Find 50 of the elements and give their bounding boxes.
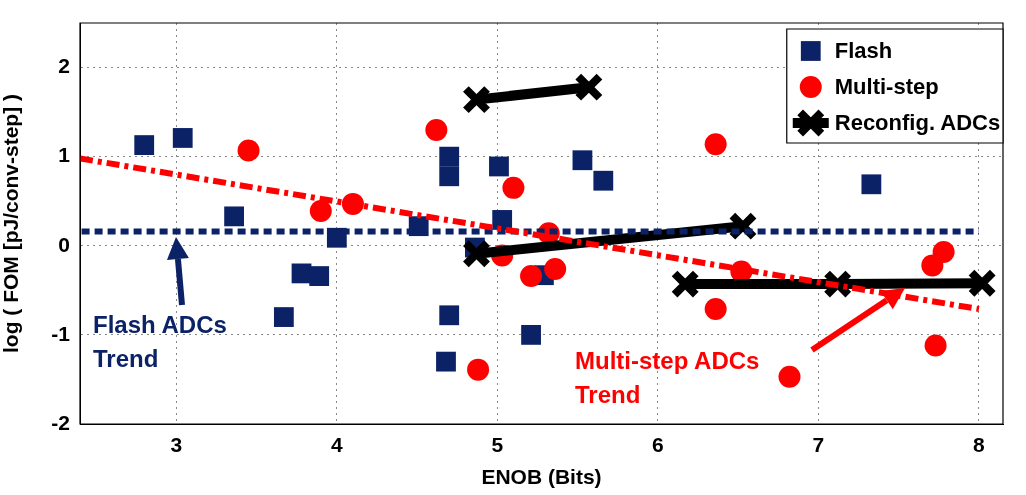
point [967,268,997,298]
point [520,265,543,288]
point [572,150,593,171]
point [593,170,614,191]
legend-label: Flash [834,38,893,64]
point [861,174,882,195]
annotation: Multi-step ADCs Trend [575,346,760,408]
point [309,266,330,286]
point [461,85,492,115]
legend-label: Multi-step [834,74,939,100]
point [544,257,567,280]
point [436,351,456,372]
point [924,334,947,357]
point [439,305,460,326]
x-tick-label: 7 [812,433,825,457]
point [425,118,448,141]
y-tick-label: -1 [51,321,71,345]
point [224,206,244,227]
y-tick-label: 1 [58,143,71,167]
annotation: Flash ADCs Trend [93,310,227,372]
x-tick-label: 4 [330,433,343,457]
y-axis-title: log ( FOM [pJ/conv-step] ) [0,94,23,353]
point [502,176,525,199]
point [574,72,604,102]
point [439,146,460,167]
y-tick-label: 0 [58,232,70,256]
legend-label: Reconfig. ADCs [834,110,1001,136]
point [309,200,332,223]
point [670,269,700,299]
x-tick-label: 6 [652,433,664,457]
x-tick-label: 3 [170,433,183,457]
point [492,210,513,230]
x-axis-title: ENOB (Bits) [481,465,602,489]
point [439,166,460,187]
x-tick-label: 8 [973,433,986,457]
y-tick-label: -2 [51,410,70,434]
x-tick-label: 5 [491,433,504,457]
point [134,135,155,155]
point [467,358,490,381]
point [172,128,193,148]
point [704,133,727,156]
point [489,156,509,177]
point [237,139,260,162]
point [273,307,294,327]
point [521,324,541,345]
y-tick-label: 2 [58,54,70,78]
point [461,239,492,269]
point [932,241,955,264]
point [778,365,801,388]
point [704,298,727,321]
